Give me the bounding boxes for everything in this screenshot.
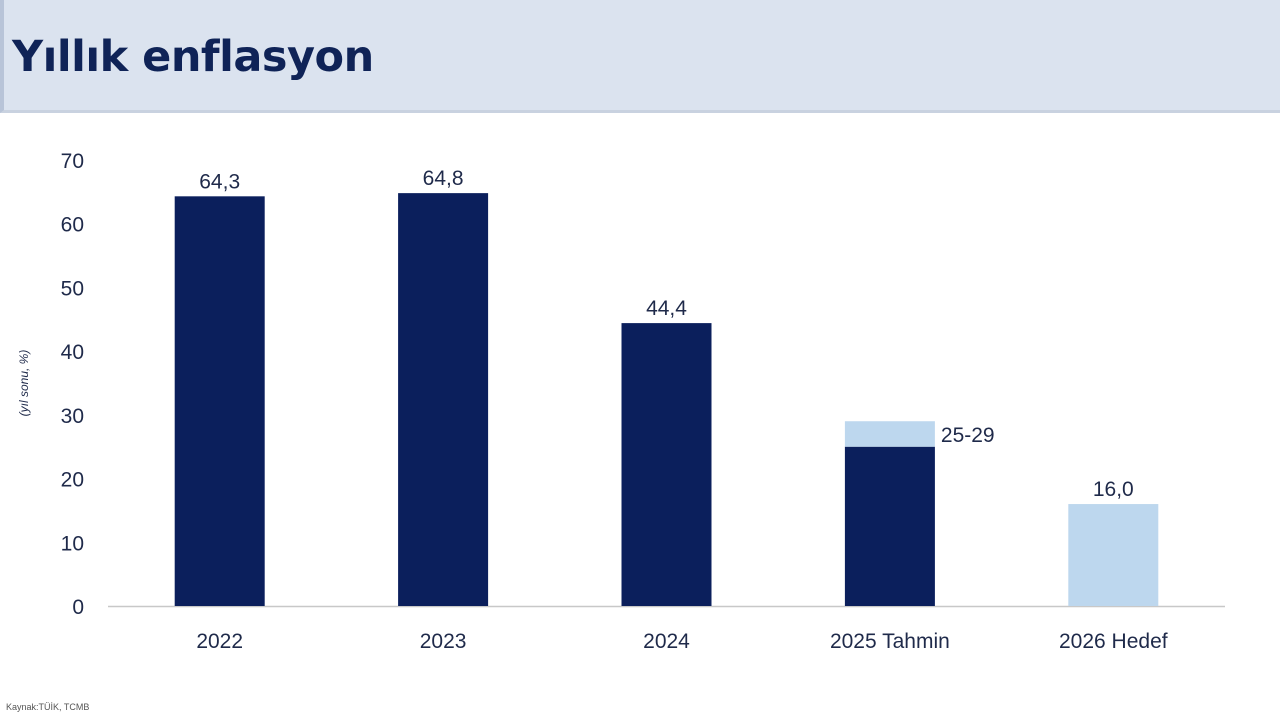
source-note: Kaynak:TÜİK, TCMB [6, 702, 90, 712]
bar [621, 323, 712, 606]
bar-range [844, 421, 935, 447]
x-tick-label: 2023 [420, 630, 467, 653]
y-tick-label: 40 [61, 341, 84, 364]
y-axis-label: (yıl sonu, %) [17, 350, 31, 417]
data-label: 16,0 [1093, 478, 1134, 501]
title-banner: Yıllık enflasyon [0, 0, 1280, 113]
data-label: 64,3 [199, 170, 240, 193]
page-title: Yıllık enflasyon [12, 32, 374, 82]
data-label: 44,4 [646, 297, 687, 320]
bar [844, 446, 935, 606]
data-label: 25-29 [941, 424, 995, 447]
x-tick-label: 2022 [196, 630, 243, 653]
y-tick-label: 50 [61, 277, 84, 300]
x-tick-label: 2025 Tahmin [830, 630, 950, 653]
y-tick-label: 30 [61, 405, 84, 428]
y-tick-label: 70 [61, 150, 84, 173]
bar [174, 196, 265, 606]
bar [1068, 504, 1159, 606]
y-tick-label: 60 [61, 214, 84, 237]
y-tick-label: 0 [72, 596, 84, 619]
data-label: 64,8 [423, 167, 464, 190]
bar [398, 193, 489, 607]
y-tick-label: 10 [61, 532, 84, 555]
x-tick-label: 2026 Hedef [1059, 630, 1168, 653]
y-tick-label: 20 [61, 469, 84, 492]
x-tick-label: 2024 [643, 630, 690, 653]
